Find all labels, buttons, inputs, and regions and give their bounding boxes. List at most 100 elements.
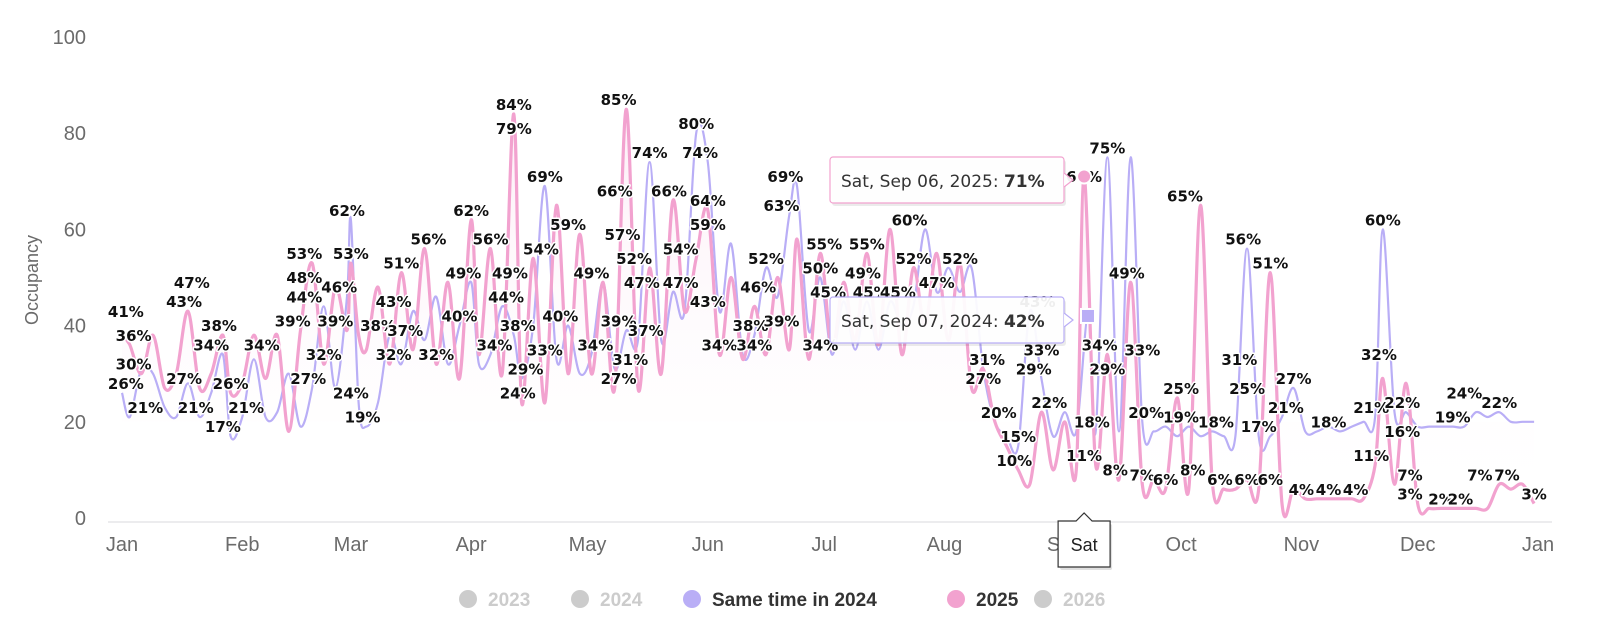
legend-label: 2024: [600, 590, 643, 611]
data-label: 15%: [1000, 428, 1036, 446]
legend-swatch: [571, 590, 589, 608]
data-label: 32%: [418, 346, 454, 364]
data-label: 52%: [748, 250, 784, 268]
data-label: 56%: [473, 231, 509, 249]
data-label: 3%: [1397, 486, 1422, 504]
data-label: 16%: [1384, 423, 1420, 441]
legend-item-same-time-in-2024[interactable]: Same time in 2024: [683, 590, 877, 611]
data-label: 44%: [488, 288, 524, 306]
data-label: 47%: [663, 274, 699, 292]
tooltips: Sat, Sep 06, 2025: 71% Sat, Sep 07, 2024:…: [829, 156, 1113, 570]
data-label: 53%: [286, 245, 322, 263]
data-label: 21%: [228, 399, 264, 417]
data-label: 25%: [1229, 380, 1265, 398]
data-label: 31%: [969, 351, 1005, 369]
hover-marker-2025: [1076, 168, 1093, 185]
data-label: 25%: [1163, 380, 1199, 398]
data-label: 2%: [1428, 490, 1453, 508]
data-label: 56%: [411, 231, 447, 249]
data-label: 19%: [1435, 409, 1471, 427]
data-label: 27%: [601, 370, 637, 388]
legend-item-2023[interactable]: 2023: [459, 590, 530, 611]
data-label: 22%: [1031, 394, 1067, 412]
data-label: 24%: [1446, 385, 1482, 403]
data-label: 34%: [476, 336, 512, 354]
data-label: 27%: [965, 370, 1001, 388]
data-label: 49%: [573, 264, 609, 282]
x-tick-label: Feb: [225, 534, 259, 556]
x-tooltip-text: Sat: [1071, 535, 1098, 555]
data-label: 27%: [166, 370, 202, 388]
data-label: 46%: [740, 279, 776, 297]
data-label: 24%: [500, 385, 536, 403]
data-label: 43%: [376, 293, 412, 311]
data-label: 39%: [764, 312, 800, 330]
data-label: 37%: [628, 322, 664, 340]
data-label: 34%: [193, 336, 229, 354]
area-fill: [122, 109, 1535, 517]
data-label: 51%: [383, 255, 419, 273]
data-label: 41%: [108, 303, 144, 321]
y-tick-label: 60: [64, 219, 86, 241]
data-label: 69%: [527, 168, 563, 186]
data-label: 22%: [1481, 394, 1517, 412]
data-label: 47%: [174, 274, 210, 292]
data-label: 49%: [845, 264, 881, 282]
data-label: 8%: [1180, 462, 1205, 480]
data-label: 2%: [1448, 490, 1473, 508]
data-label: 59%: [550, 216, 586, 234]
data-label: 62%: [453, 202, 489, 220]
hover-marker-2024: [1079, 307, 1096, 324]
data-label: 33%: [1124, 341, 1160, 359]
legend-label: 2025: [976, 590, 1019, 611]
x-tick-label: Jun: [692, 534, 724, 556]
tooltip: Sat, Sep 07, 2024: 42%: [829, 296, 1096, 346]
data-label: 19%: [345, 409, 381, 427]
legend-item-2026[interactable]: 2026: [1034, 590, 1105, 611]
data-label: 49%: [492, 264, 528, 282]
data-label: 8%: [1102, 462, 1127, 480]
data-label: 27%: [290, 370, 326, 388]
data-label: 52%: [616, 250, 652, 268]
legend-item-2024[interactable]: 2024: [571, 590, 643, 611]
data-label: 66%: [651, 183, 687, 201]
x-axis-tooltip: Sat: [1057, 512, 1113, 570]
data-label: 39%: [601, 312, 637, 330]
data-label: 74%: [632, 144, 668, 162]
data-label: 55%: [806, 235, 842, 253]
data-label: 43%: [166, 293, 202, 311]
y-tick-label: 100: [53, 27, 86, 49]
x-tick-label: Oct: [1166, 534, 1198, 556]
data-label: 18%: [1074, 413, 1110, 431]
data-label: 65%: [1167, 187, 1203, 205]
x-tick-label: Apr: [456, 534, 487, 556]
data-label: 56%: [1225, 231, 1261, 249]
data-label: 21%: [1353, 399, 1389, 417]
x-tick-label: Dec: [1400, 534, 1436, 556]
data-label: 60%: [1365, 211, 1401, 229]
data-label: 21%: [178, 399, 214, 417]
data-label: 62%: [329, 202, 365, 220]
data-label: 39%: [275, 312, 311, 330]
series-line-2025[interactable]: [120, 107, 1536, 519]
legend-item-2025[interactable]: 2025: [947, 590, 1019, 611]
data-label: 17%: [205, 418, 241, 436]
data-label: 11%: [1353, 447, 1389, 465]
data-label: 84%: [496, 96, 532, 114]
data-label: 36%: [116, 327, 152, 345]
data-label: 34%: [701, 336, 737, 354]
legend-label: Same time in 2024: [712, 590, 877, 611]
data-label: 34%: [1082, 336, 1118, 354]
y-tick-label: 0: [75, 508, 86, 530]
x-tick-label: Jul: [811, 534, 837, 556]
data-label: 29%: [508, 361, 544, 379]
data-label: 20%: [1128, 404, 1164, 422]
y-axis: Occupancy 0 20 40 60 80 100: [22, 27, 86, 530]
data-label: 38%: [500, 317, 536, 335]
tooltip-text: Sat, Sep 06, 2025: 71%: [841, 172, 1045, 192]
data-label: 3%: [1521, 486, 1546, 504]
data-label: 29%: [1089, 361, 1125, 379]
data-label: 55%: [849, 235, 885, 253]
data-label: 32%: [306, 346, 342, 364]
